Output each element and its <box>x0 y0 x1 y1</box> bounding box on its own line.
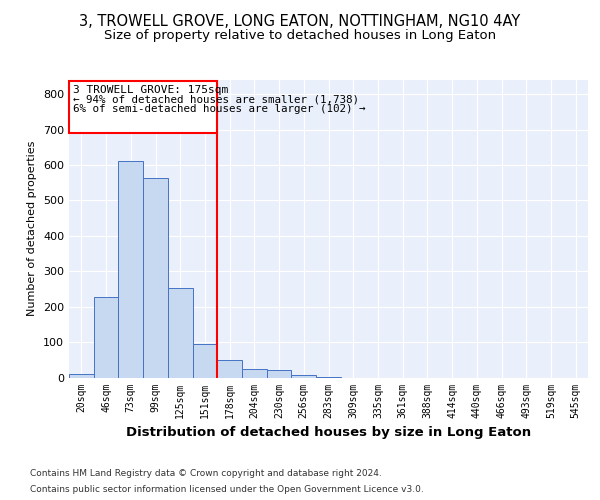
Text: ← 94% of detached houses are smaller (1,738): ← 94% of detached houses are smaller (1,… <box>73 95 359 105</box>
Bar <box>292 375 316 378</box>
Bar <box>94 296 118 378</box>
Text: 3 TROWELL GROVE: 175sqm: 3 TROWELL GROVE: 175sqm <box>73 85 229 95</box>
Bar <box>217 360 242 378</box>
Text: Size of property relative to detached houses in Long Eaton: Size of property relative to detached ho… <box>104 28 496 42</box>
FancyBboxPatch shape <box>70 80 217 133</box>
Y-axis label: Number of detached properties: Number of detached properties <box>28 141 37 316</box>
Bar <box>267 370 292 378</box>
Bar <box>168 288 193 378</box>
Text: 3, TROWELL GROVE, LONG EATON, NOTTINGHAM, NG10 4AY: 3, TROWELL GROVE, LONG EATON, NOTTINGHAM… <box>79 14 521 29</box>
Bar <box>242 369 267 378</box>
Bar <box>69 374 94 378</box>
Bar <box>143 178 168 378</box>
Text: Contains HM Land Registry data © Crown copyright and database right 2024.: Contains HM Land Registry data © Crown c… <box>30 470 382 478</box>
Bar <box>118 161 143 378</box>
Bar <box>193 344 217 378</box>
Text: Distribution of detached houses by size in Long Eaton: Distribution of detached houses by size … <box>126 426 532 439</box>
Text: Contains public sector information licensed under the Open Government Licence v3: Contains public sector information licen… <box>30 484 424 494</box>
Text: 6% of semi-detached houses are larger (102) →: 6% of semi-detached houses are larger (1… <box>73 104 366 114</box>
